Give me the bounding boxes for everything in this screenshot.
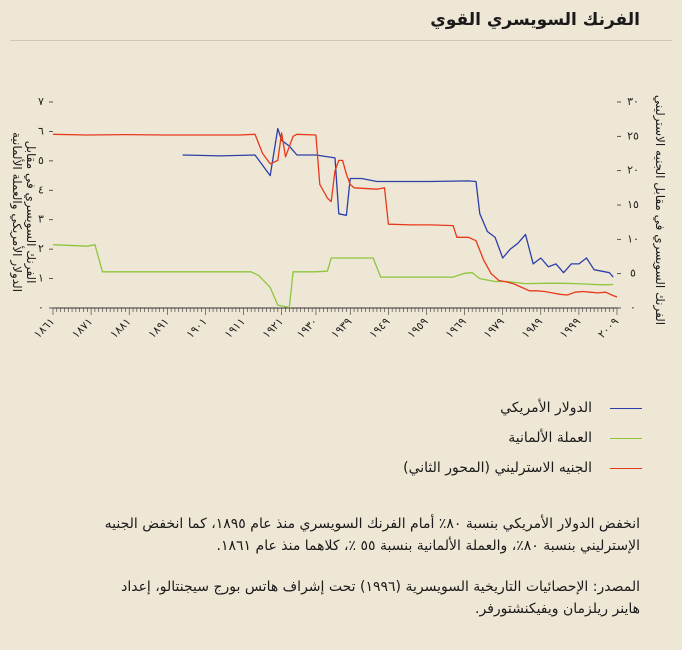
x-tick-label: ١٩٨٩ — [519, 315, 545, 341]
legend: الدولار الأمريكي العملة الألمانية الجنيه… — [312, 393, 642, 483]
x-tick-label: ١٩١١ — [222, 315, 248, 341]
legend-swatch-usd — [610, 407, 642, 409]
line-gbp — [52, 132, 618, 298]
y-left-tick-label: ٦ — [38, 124, 44, 137]
legend-item-gbp: الجنيه الاسترليني (المحور الثاني) — [312, 453, 642, 483]
y-left-tick-label: ٤ — [38, 183, 44, 196]
x-tick-label: ١٨٨١ — [108, 315, 134, 341]
title-separator — [10, 40, 672, 41]
legend-swatch-dem — [610, 437, 642, 439]
chart-note: انخفض الدولار الأمريكي بنسبة ٨٠٪ أمام ال… — [104, 516, 640, 554]
legend-label-gbp: الجنيه الاسترليني (المحور الثاني) — [403, 460, 592, 476]
x-tick-label: ١٩٤٩ — [367, 315, 393, 341]
x-axis — [52, 307, 618, 315]
chart-title: الفرنك السويسري القوي — [430, 10, 640, 30]
line-usd — [182, 127, 614, 278]
x-tick-label: ١٩٢١ — [260, 315, 286, 341]
y-left-tick-label: ٥ — [38, 154, 44, 167]
legend-item-usd: الدولار الأمريكي — [312, 393, 642, 423]
y-right-tick-label: ٠ — [630, 301, 636, 314]
line-dem — [52, 244, 614, 309]
x-tick-label: ١٩٠١ — [184, 315, 210, 341]
x-tick-label: ١٩٧٩ — [481, 315, 507, 341]
y-right-tick-label: ١٥ — [627, 198, 639, 211]
y-left-tick-label: ٣ — [38, 213, 44, 226]
x-tick-label: ١٩٦٩ — [443, 315, 469, 341]
legend-swatch-gbp — [610, 467, 642, 469]
y-left-tick-label: ٧ — [38, 95, 44, 108]
y-left-tick-label: ٢ — [38, 242, 44, 255]
legend-label-dem: العملة الألمانية — [508, 430, 592, 446]
y-right-tick-label: ٣٠ — [627, 95, 639, 108]
y-right-tick-label: ٢٠ — [627, 164, 639, 177]
x-tick-label: ١٨٧١ — [69, 315, 95, 341]
legend-label-usd: الدولار الأمريكي — [500, 400, 592, 416]
x-tick-label: ١٩٣٠ — [294, 315, 320, 341]
line-chart: ١٨٦١ ١٨٧١ ١٨٨١ ١٨٩١ ١٩٠١ ١٩١١ ١٩٢١ ١٩٣٠ ١٩٣٩ ١٩٤٩… — [31, 95, 639, 341]
legend-item-dem: العملة الألمانية — [312, 423, 642, 453]
x-tick-label: ١٩٩٩ — [557, 315, 583, 341]
x-tick-label: ١٩٥٩ — [405, 315, 431, 341]
x-tick-label: ٢٠٠٩ — [595, 315, 621, 341]
chart-source: المصدر: الإحصائيات التاريخية السويسرية (… — [121, 579, 640, 617]
y-right-tick-label: ٢٥ — [627, 129, 639, 142]
x-tick-label: ١٨٩١ — [146, 315, 172, 341]
y-right-tick-label: ٥ — [630, 267, 636, 280]
x-tick-label: ١٩٣٩ — [329, 315, 355, 341]
y-right-tick-label: ١٠ — [627, 232, 639, 245]
x-tick-label: ١٨٦١ — [31, 315, 57, 341]
y-left-tick-label: ١ — [38, 272, 44, 285]
y-left-tick-label: ٠ — [38, 301, 44, 314]
